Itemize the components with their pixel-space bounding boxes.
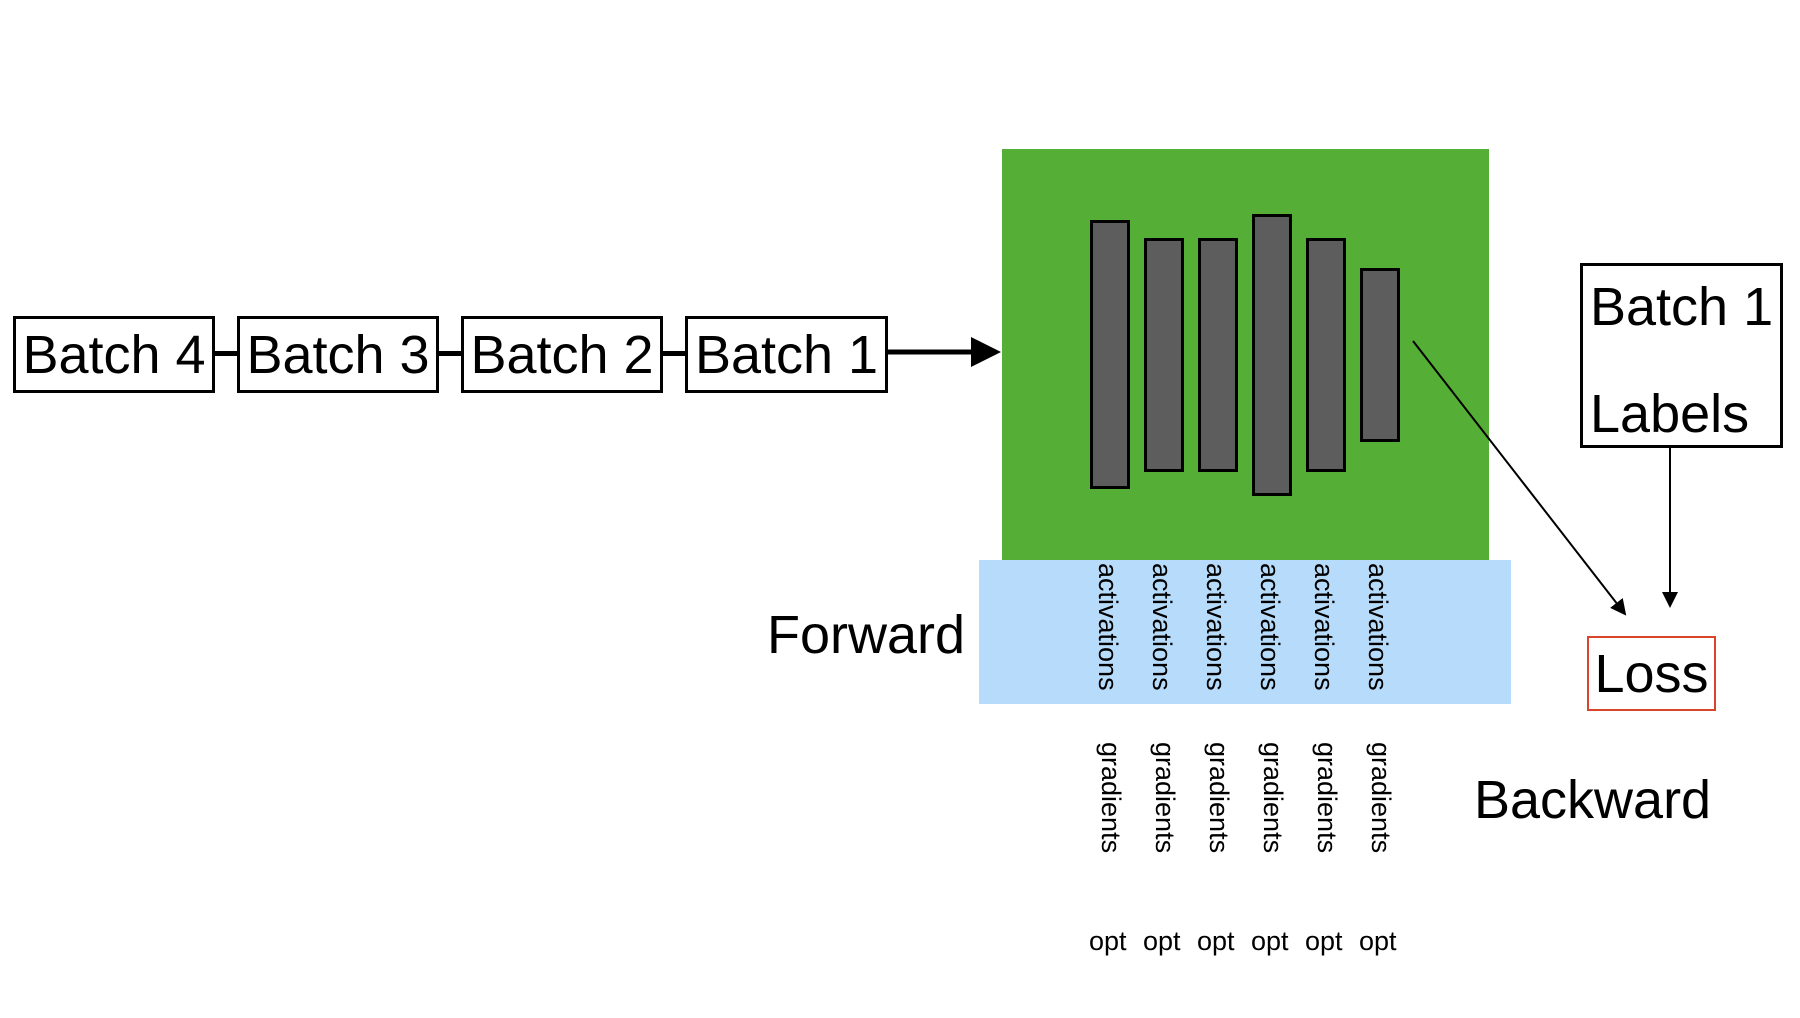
loss-box: Loss xyxy=(1587,636,1716,711)
gradient-label: gradients xyxy=(1096,742,1126,854)
opt-label: opt xyxy=(1089,926,1127,956)
activation-label: activations xyxy=(1201,563,1231,691)
activation-label: activations xyxy=(1309,563,1339,691)
batch-2-box: Batch 2 xyxy=(461,316,663,393)
model-block xyxy=(1002,149,1489,562)
network-layer xyxy=(1360,268,1400,442)
activation-label: activations xyxy=(1093,563,1123,691)
batch-4-box: Batch 4 xyxy=(13,316,215,393)
forward-label: Forward xyxy=(767,605,966,665)
gradient-label: gradients xyxy=(1312,742,1342,854)
batch-labels-box: Batch 1 Labels xyxy=(1580,263,1783,448)
batch-connector xyxy=(215,351,237,356)
gradient-label: gradients xyxy=(1150,742,1180,854)
batch-connector xyxy=(663,351,685,356)
network-layer xyxy=(1306,238,1346,472)
network-layer xyxy=(1090,220,1130,489)
output-to-loss-arrow xyxy=(1412,340,1627,616)
backward-label: Backward xyxy=(1474,770,1712,830)
opt-label: opt xyxy=(1143,926,1181,956)
opt-label: opt xyxy=(1197,926,1235,956)
opt-label: opt xyxy=(1251,926,1289,956)
opt-label: opt xyxy=(1359,926,1397,956)
activations-strip xyxy=(979,560,1511,704)
activation-label: activations xyxy=(1255,563,1285,691)
labels-box-line1: Batch 1 xyxy=(1590,277,1774,337)
batch-3-box: Batch 3 xyxy=(237,316,439,393)
gradient-label: gradients xyxy=(1204,742,1234,854)
gradient-label: gradients xyxy=(1366,742,1396,854)
opt-label: opt xyxy=(1305,926,1343,956)
batch-connector xyxy=(439,351,461,356)
gradient-label: gradients xyxy=(1258,742,1288,854)
activation-label: activations xyxy=(1363,563,1393,691)
activation-label: activations xyxy=(1147,563,1177,691)
network-layer xyxy=(1198,238,1238,472)
network-layer xyxy=(1252,214,1292,496)
labels-box-line2: Labels xyxy=(1590,384,1750,444)
network-layer xyxy=(1144,238,1184,472)
batch-1-box: Batch 1 xyxy=(685,316,888,393)
